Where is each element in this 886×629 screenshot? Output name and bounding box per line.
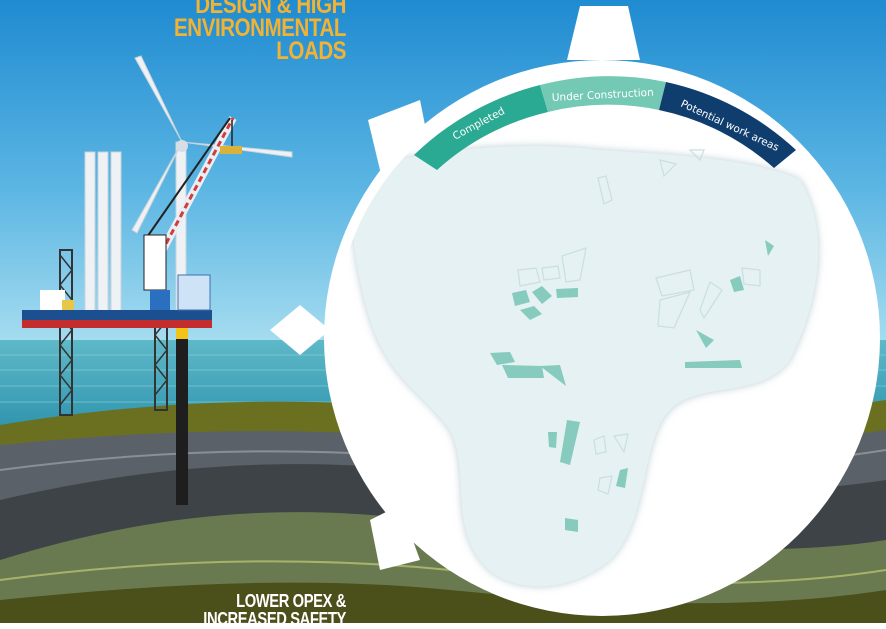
heading-bottom-line2: INCREASED SAFETY bbox=[203, 609, 346, 629]
jackup-vessel bbox=[22, 249, 212, 505]
sea-area bbox=[352, 146, 819, 587]
potential-areas-outlines bbox=[517, 149, 761, 495]
crane bbox=[143, 116, 242, 291]
legend-label-under-construction: Under Construction bbox=[552, 87, 654, 104]
wind-farm-areas bbox=[490, 240, 774, 532]
stored-towers bbox=[84, 151, 122, 313]
seabed-layer-5 bbox=[0, 582, 886, 623]
heading-top-line3: LOADS bbox=[276, 37, 346, 65]
heading-top-line1: DESIGN & HIGH bbox=[195, 0, 346, 19]
heading-bottom-line1: LOWER OPEX & bbox=[236, 591, 346, 611]
legend-segment-potential bbox=[659, 82, 796, 168]
legend-segment-under-construction bbox=[540, 76, 666, 112]
map-circle: Completed Under Construction Potential w… bbox=[270, 6, 880, 616]
wind-turbine bbox=[131, 55, 293, 313]
heading-top-line2: ENVIRONMENTAL bbox=[174, 14, 346, 42]
legend-segment-completed bbox=[414, 85, 548, 170]
heading-top: DESIGN & HIGH ENVIRONMENTAL LOADS bbox=[161, 0, 346, 65]
